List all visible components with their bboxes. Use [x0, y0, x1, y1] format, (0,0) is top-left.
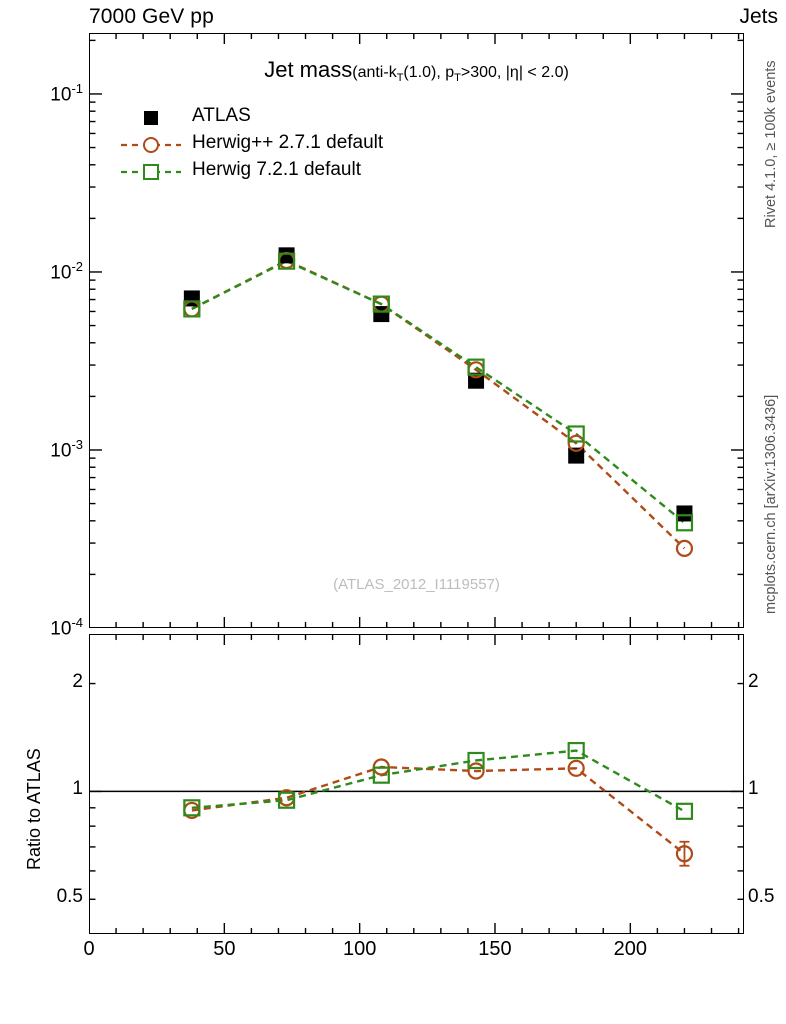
y-axis-labels-ratio-right: 2 1 0.5	[748, 634, 786, 934]
legend-item-herwig7[interactable]: Herwig 7.2.1 default	[120, 158, 450, 185]
header-category-label: Jets	[739, 5, 778, 28]
x-tick-label: 50	[213, 938, 236, 960]
ratio-axis-title: Ratio to ATLAS	[24, 748, 44, 870]
y-tick-label: 10-4	[50, 615, 83, 640]
y-tick-label: 10-3	[50, 436, 83, 462]
legend-item-herwigpp[interactable]: Herwig++ 2.7.1 default	[120, 131, 450, 158]
ratio-y-tick-label: 0.5	[56, 886, 83, 908]
x-axis-labels: 0 50 100 150 200	[83, 938, 744, 970]
y-tick-label: 10-1	[50, 80, 83, 106]
legend-marker-open-square-icon	[120, 158, 182, 185]
legend: ATLAS Herwig++ 2.7.1 default Herwig 7.2.…	[120, 104, 450, 185]
header-beam-label: 7000 GeV pp	[89, 5, 214, 28]
ratio-y-tick-label: 2	[72, 670, 83, 692]
x-tick-label: 200	[613, 938, 647, 960]
title-main: Jet mass	[264, 57, 353, 82]
x-tick-label: 150	[478, 938, 512, 960]
ratio-y-tick-label-right: 2	[748, 670, 759, 692]
legend-label-atlas: ATLAS	[192, 105, 251, 126]
ratio-y-tick-label-right: 0.5	[748, 886, 775, 908]
x-tick-label: 100	[342, 938, 377, 960]
legend-item-atlas[interactable]: ATLAS	[120, 104, 450, 131]
legend-label-herwigpp: Herwig++ 2.7.1 default	[192, 132, 384, 153]
rivet-version-caption: Rivet 4.1.0, ≥ 100k events	[763, 60, 779, 228]
title-selection: (anti-kT(1.0), pT>300, |η| < 2.0)	[352, 64, 569, 85]
ratio-y-tick-label-right: 1	[748, 778, 759, 800]
ratio-y-tick-label: 1	[72, 778, 83, 800]
x-tick-label: 0	[83, 938, 95, 960]
legend-marker-open-circle-icon	[120, 131, 182, 158]
legend-label-herwig7: Herwig 7.2.1 default	[192, 159, 361, 180]
mcplots-source-caption: mcplots.cern.ch [arXiv:1306.3436]	[763, 394, 779, 614]
page-title: Jet mass(anti-kT(1.0), pT>300, |η| < 2.0…	[89, 57, 744, 84]
ratio-plot-panel	[89, 634, 744, 934]
y-tick-label: 10-2	[50, 258, 83, 284]
legend-marker-filled-square-icon	[120, 104, 182, 131]
y-axis-labels-ratio-left: 2 1 0.5	[0, 634, 83, 934]
analysis-id-watermark: (ATLAS_2012_I1119557)	[333, 576, 500, 593]
y-axis-labels-main: 10-1 10-2 10-3 10-4	[0, 33, 83, 639]
